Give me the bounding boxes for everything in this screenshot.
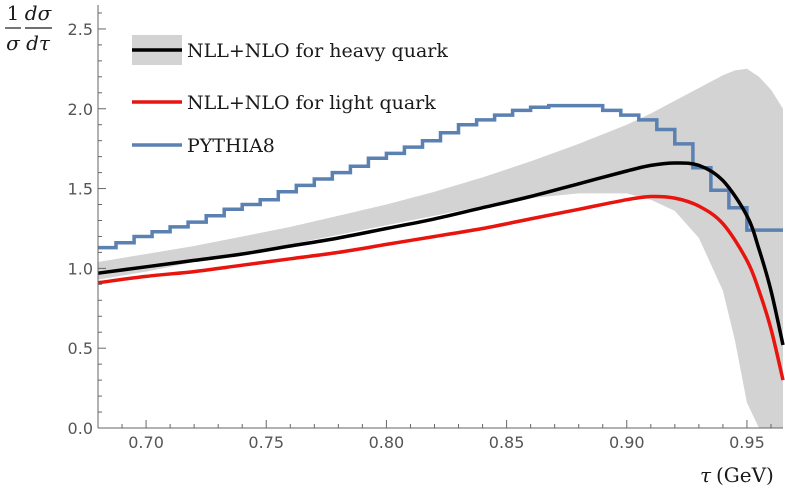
- uncertainty-band-heavy: [98, 68, 783, 429]
- y-label-dsigma: dσ: [25, 1, 53, 25]
- series-light-quark-line: [97, 194, 785, 381]
- y-label-numerator-one: 1: [7, 1, 20, 25]
- x-label-unit: (GeV): [716, 463, 774, 487]
- x-tick-label: 0.70: [128, 433, 164, 452]
- y-axis-label: 1 σ dσ dτ: [5, 1, 53, 55]
- legend-label-pythia: PYTHIA8: [187, 135, 275, 157]
- x-tick-label: 0.85: [489, 433, 525, 452]
- series-pythia8-step: [98, 103, 783, 250]
- y-tick-label: 2.5: [68, 20, 93, 39]
- y-tick-label: 0.5: [68, 339, 93, 358]
- y-label-dtau: dτ: [26, 31, 51, 55]
- x-tick-label: 0.75: [248, 433, 284, 452]
- y-tick-label: 0.0: [68, 419, 93, 438]
- y-label-sigma: σ: [6, 31, 21, 55]
- legend: NLL+NLO for heavy quark NLL+NLO for ligh…: [132, 35, 448, 157]
- x-tick-label: 0.95: [729, 433, 765, 452]
- y-tick-label: 2.0: [68, 100, 93, 119]
- x-label-tau: τ: [700, 463, 712, 487]
- x-tick-label: 0.80: [369, 433, 405, 452]
- legend-label-heavy: NLL+NLO for heavy quark: [187, 40, 448, 62]
- x-tick-label: 0.90: [609, 433, 645, 452]
- series-layer: [97, 103, 785, 381]
- y-tick-label: 1.5: [68, 180, 93, 199]
- series-heavy-quark-line: [97, 161, 785, 346]
- axes: 0.0 0.5 1.0 1.5 2.0 2.5 0.70 0.75 0.80 0.85 0.90 0.…: [68, 5, 783, 452]
- uncertainty-band-layer: [98, 68, 783, 429]
- y-tick-label: 1.0: [68, 259, 93, 278]
- x-axis-label: τ (GeV): [700, 463, 774, 487]
- legend-label-light: NLL+NLO for light quark: [187, 92, 436, 114]
